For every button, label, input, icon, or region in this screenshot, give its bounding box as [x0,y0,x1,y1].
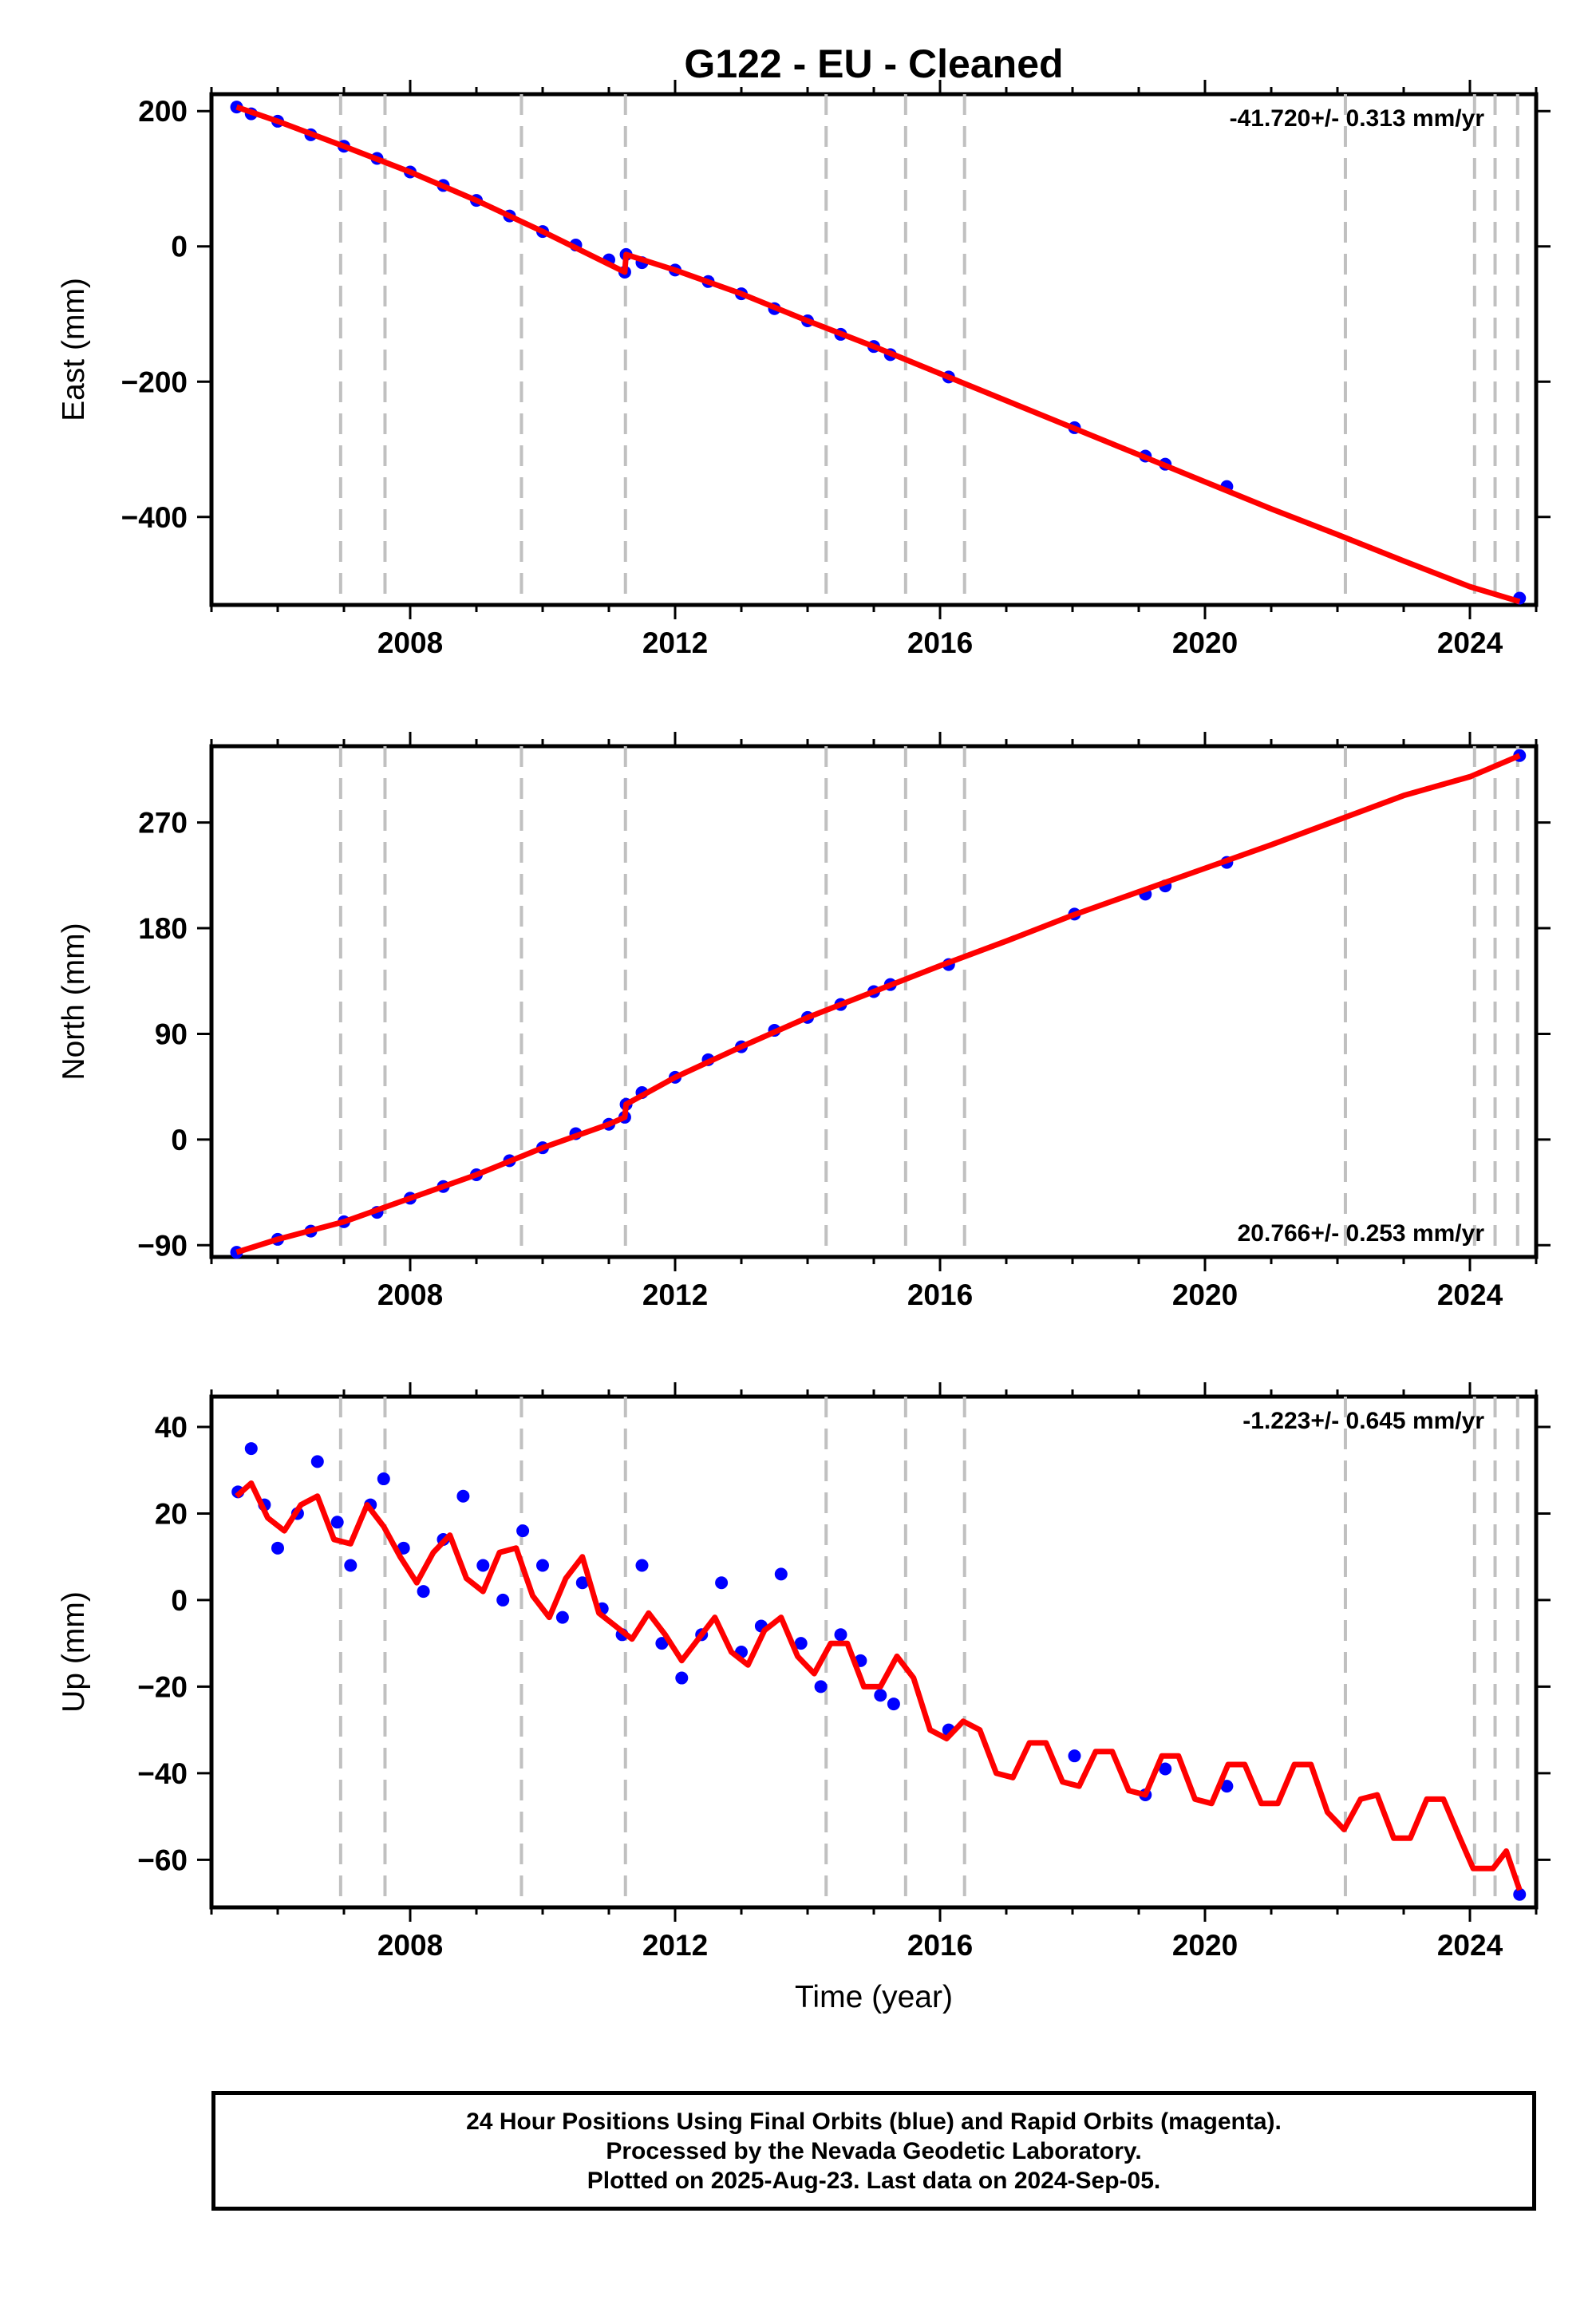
data-point [1513,1887,1527,1901]
footer-line-1: 24 Hour Positions Using Final Orbits (bl… [466,2108,1282,2135]
up-panel: 2008 2012 2016 2020 2024 40 20 0 −20 −40 −60 Up (mm… [57,1382,1551,2014]
rate-label: -1.223+/- 0.645 mm/yr [1242,1408,1484,1434]
footer-line-3: Plotted on 2025-Aug-23. Last data on 202… [587,2167,1161,2194]
y-axis-label: East (mm) [57,278,91,421]
rate-label: -41.720+/- 0.313 mm/yr [1230,105,1485,132]
y-tick-label: 0 [171,1584,188,1617]
y-tick-label: 180 [138,912,188,945]
figure-title: G122 - EU - Cleaned [684,41,1063,86]
north-panel: 2008 2012 2016 2020 2024 270 180 90 0 −90 North (m… [57,732,1551,1311]
y-tick-label: −90 [137,1229,188,1262]
data-point [456,1489,470,1503]
y-tick-label: −60 [137,1844,188,1876]
model-line [235,753,1521,1255]
y-tick-label: −40 [137,1757,188,1790]
east-panel: 2008 2012 2016 2020 2024 200 0 −200 −400 East (mm… [57,80,1551,659]
x-tick-label: 2008 [377,1929,443,1962]
data-point [814,1680,828,1694]
y-tick-label: −400 [121,501,188,534]
data-point [675,1671,689,1685]
data-point [417,1585,430,1599]
plot-frame [209,1394,1539,1910]
data-point [330,1516,344,1529]
y-tick-label: 90 [155,1018,188,1050]
rate-label: 20.766+/- 0.253 mm/yr [1238,1220,1485,1247]
y-axis-label: North (mm) [57,923,91,1080]
footer-line-2: Processed by the Nevada Geodetic Laborat… [606,2137,1142,2164]
x-axis-label: Time (year) [795,1980,953,2014]
data-point [244,1442,258,1456]
x-tick-label: 2016 [907,1279,973,1311]
y-tick-label: 0 [171,231,188,263]
x-tick-label: 2024 [1437,1279,1503,1311]
data-point [1068,1749,1081,1763]
x-tick-label: 2020 [1172,1279,1238,1311]
data-point [655,1637,669,1650]
footer-box: 24 Hour Positions Using Final Orbits (bl… [211,2091,1536,2211]
data-point [310,1455,324,1468]
data-point [774,1567,788,1581]
data-point [575,1576,589,1590]
data-point [536,1559,549,1572]
x-tick-label: 2020 [1172,626,1238,659]
data-point [476,1559,490,1572]
x-tick-label: 2016 [907,1929,973,1962]
data-point [834,1628,847,1642]
x-tick-label: 2012 [642,626,708,659]
data-point [555,1611,569,1624]
model-line [235,1480,1523,1891]
data-point [635,1559,649,1572]
x-tick-label: 2012 [642,1929,708,1962]
data-point [271,1541,284,1555]
x-tick-label: 2016 [907,626,973,659]
data-point [1220,1780,1234,1793]
y-tick-label: 200 [138,95,188,128]
data-point [377,1472,390,1486]
y-tick-label: −200 [121,366,188,398]
y-tick-label: 0 [171,1124,188,1156]
data-point [874,1689,887,1702]
y-tick-label: 20 [155,1497,188,1530]
y-tick-label: 40 [155,1411,188,1444]
data-point [496,1593,510,1607]
x-tick-label: 2024 [1437,626,1503,659]
y-axis-label: Up (mm) [57,1591,91,1713]
data-point [516,1524,530,1538]
x-tick-label: 2008 [377,626,443,659]
data-point [344,1559,358,1572]
data-point [1159,1762,1172,1776]
x-tick-label: 2024 [1437,1929,1503,1962]
y-tick-label: 270 [138,807,188,840]
data-point [715,1576,729,1590]
data-point [794,1637,808,1650]
y-tick-label: −20 [137,1670,188,1703]
x-tick-label: 2012 [642,1279,708,1311]
model-line [235,104,1521,605]
x-tick-label: 2008 [377,1279,443,1311]
x-tick-label: 2020 [1172,1929,1238,1962]
data-point [887,1697,900,1711]
